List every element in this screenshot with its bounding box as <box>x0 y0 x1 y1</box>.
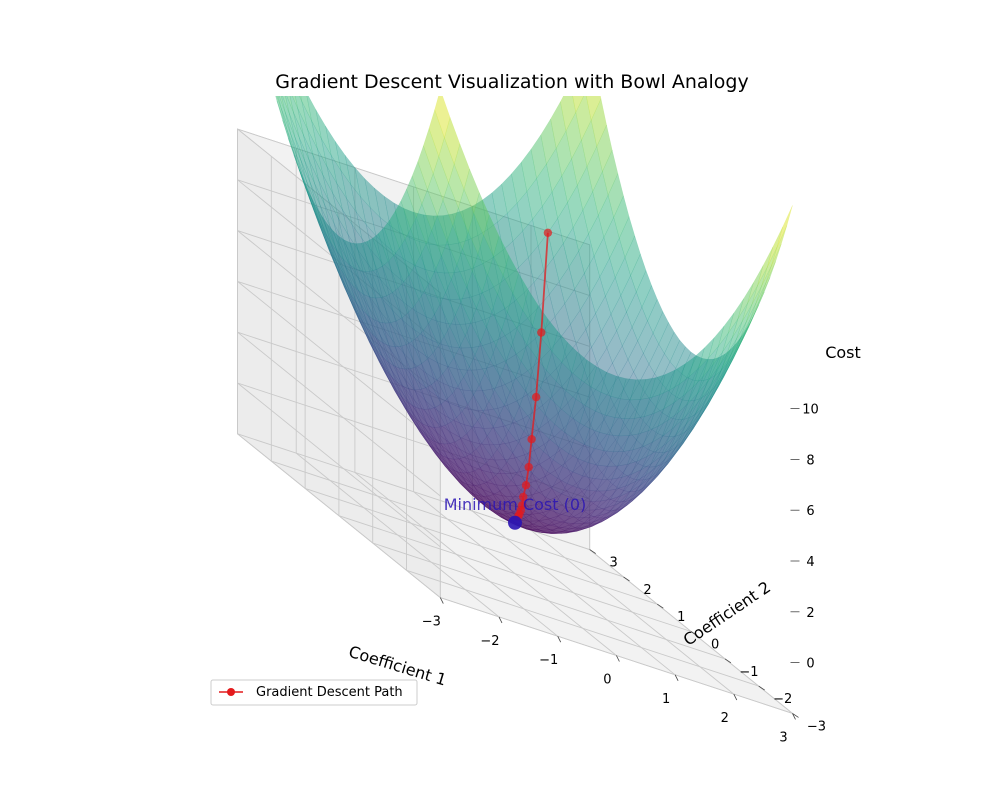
surface-patch <box>267 5 282 58</box>
floor-gridline-y <box>406 569 759 687</box>
surface-patch <box>257 0 272 35</box>
floor-gridline-y <box>372 542 726 660</box>
legend: Gradient Descent Path <box>210 679 418 706</box>
z-tick-label: 8 <box>806 453 814 468</box>
y-tick-label: 1 <box>677 610 685 625</box>
x-tick <box>557 636 562 643</box>
surface-patch <box>263 10 278 63</box>
z-tick-label: 2 <box>806 606 814 621</box>
surface-patch <box>658 322 675 355</box>
surface-patch <box>652 311 669 345</box>
y-tick <box>690 631 698 636</box>
x-tick-label: −2 <box>480 634 499 649</box>
surface-patch <box>727 298 744 334</box>
surface-patch <box>299 96 303 102</box>
path-point <box>537 328 546 337</box>
surface-patch <box>260 34 275 86</box>
surface-patch <box>636 269 652 308</box>
surface-patch <box>575 96 592 141</box>
y-tick <box>724 658 732 664</box>
y-tick-label: −2 <box>773 692 792 707</box>
x-tick-label: −3 <box>422 615 441 630</box>
x-tick-label: −1 <box>539 653 558 668</box>
y-tick-label: −3 <box>807 719 826 734</box>
surface-patch <box>291 96 298 109</box>
surface-patch <box>259 11 275 64</box>
y-tick <box>758 685 765 691</box>
z-tick-label: 0 <box>806 657 814 672</box>
z-tick-label: 6 <box>806 504 814 519</box>
floor-gridline-y <box>271 460 624 578</box>
legend-label: Gradient Descent Path <box>256 685 403 700</box>
x-tick-label: 0 <box>603 673 611 688</box>
floor-gridline-y <box>338 515 692 632</box>
surface-patch <box>664 331 681 363</box>
path-point <box>527 435 536 444</box>
surface-patch <box>630 253 647 293</box>
surface-patch <box>254 9 269 62</box>
legend-marker-swatch <box>227 688 235 696</box>
minimum-marker-group: Minimum Cost (0) <box>444 495 587 530</box>
y-axis-label: Coefficient 2 <box>680 577 774 649</box>
surface-patch <box>776 205 793 248</box>
surface-patch <box>278 96 286 113</box>
x-tick <box>733 693 738 701</box>
surface-patch <box>771 225 788 266</box>
minimum-marker <box>508 515 522 530</box>
surface-patch <box>560 96 577 132</box>
path-point <box>519 492 528 502</box>
surface-patch <box>586 96 602 122</box>
chart-title: Gradient Descent Visualization with Bowl… <box>275 71 748 93</box>
surface-patch <box>641 285 658 322</box>
surface-patch <box>243 0 258 11</box>
y-tick <box>657 603 664 609</box>
axis-ticks: −3 −2 −1 0 1 2 3 −3 −2 −1 0 1 2 3 0 2 4 6 8 10 <box>422 403 826 746</box>
surface-patch <box>276 96 282 109</box>
surface-patch <box>300 96 312 121</box>
x-tick-label: 3 <box>779 730 787 745</box>
path-point <box>543 228 553 237</box>
z-axis-label: Cost <box>825 343 861 362</box>
surface-patch <box>669 339 686 369</box>
path-point <box>531 392 541 402</box>
y-tick-label: −1 <box>739 665 758 680</box>
surface-patch <box>247 0 262 10</box>
x-tick <box>616 655 620 662</box>
surface-patch <box>249 0 264 37</box>
y-tick <box>623 576 630 582</box>
legend-frame <box>210 679 418 706</box>
x-tick <box>674 674 679 681</box>
minimum-label: Minimum Cost (0) <box>444 495 587 514</box>
surface-patch <box>590 97 607 148</box>
z-tick-label: 10 <box>802 403 819 418</box>
y-tick-label: 2 <box>643 583 651 598</box>
x-tick-label: 2 <box>721 711 729 726</box>
surface-patch <box>572 96 584 114</box>
z-tick-label: 4 <box>806 555 814 570</box>
y-tick-label: 3 <box>610 556 618 571</box>
y-tick <box>589 549 596 554</box>
x-tick <box>498 616 503 624</box>
x-tick-label: 1 <box>662 692 670 707</box>
path-point <box>524 462 533 472</box>
cost-surface <box>243 0 793 534</box>
surface-patch <box>253 0 268 37</box>
path-point <box>521 481 531 490</box>
floor-gridline-y <box>304 487 658 605</box>
y-tick-label: 0 <box>711 638 719 653</box>
x-tick <box>439 597 444 604</box>
y-tick <box>792 713 799 718</box>
x-tick <box>792 713 796 720</box>
